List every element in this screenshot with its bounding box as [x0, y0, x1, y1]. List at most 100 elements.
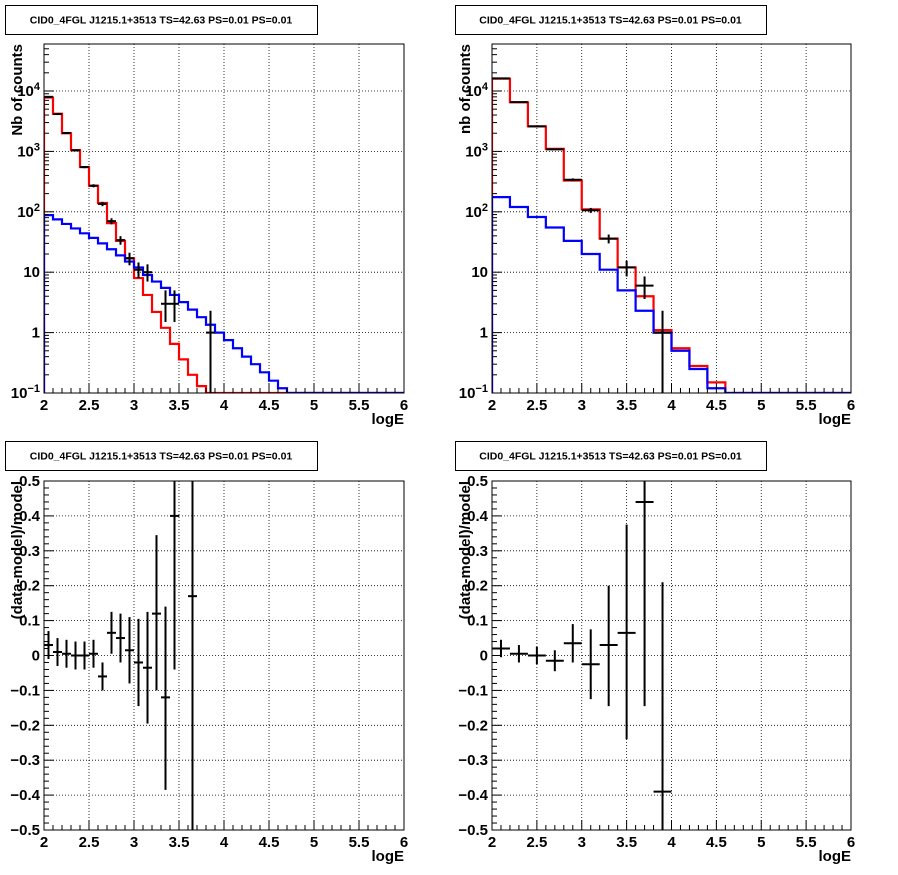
y-tick-label: 0.3 — [19, 543, 40, 560]
plot-area — [492, 481, 672, 830]
y-tick-label: 0.2 — [467, 578, 488, 595]
x-tick-label: 2 — [40, 834, 48, 851]
x-tick-label: 4 — [667, 834, 676, 851]
tick-marks — [491, 480, 852, 831]
data-point — [53, 113, 62, 116]
y-tick-label: 0.4 — [19, 508, 41, 525]
x-tick-label: 5 — [310, 834, 318, 851]
tick-marks — [43, 480, 405, 831]
chart-title: CID0_4FGL J1215.1+3513 TS=42.63 PS=0.01 … — [479, 451, 742, 463]
y-tick-label: 10 — [23, 264, 40, 281]
y-tick-label: 0.2 — [19, 578, 40, 595]
x-tick-label: 2.5 — [526, 397, 547, 414]
data-point — [617, 524, 636, 740]
data-point — [653, 582, 672, 830]
y-tick-label: 0.5 — [19, 473, 40, 490]
data-point — [581, 629, 600, 700]
title-box — [455, 5, 767, 35]
data-point — [53, 638, 62, 666]
data-point — [635, 276, 654, 299]
data-point — [80, 641, 89, 670]
y-tick-label: 1 — [480, 325, 488, 342]
data-point — [89, 184, 98, 188]
data-point — [545, 650, 564, 672]
x-axis-label: logE — [819, 411, 852, 428]
y-tick-label: 102 — [17, 202, 40, 221]
chart-panel-4: CID0_4FGL J1215.1+3513 TS=42.63 PS=0.01 … — [455, 441, 855, 865]
data-point — [152, 535, 161, 691]
y-tick-label: −0.3 — [458, 752, 488, 769]
y-tick-label: −0.1 — [10, 682, 40, 699]
x-tick-label: 5.5 — [349, 834, 370, 851]
data-point — [635, 481, 654, 707]
y-tick-label: 10−1 — [11, 383, 40, 402]
y-axis-label: nb of counts — [457, 44, 474, 134]
x-tick-label: 6 — [847, 397, 855, 414]
y-tick-label: −0.2 — [10, 717, 40, 734]
x-tick-label: 4 — [220, 397, 229, 414]
x-tick-label: 5 — [757, 397, 765, 414]
x-tick-label: 2.5 — [79, 834, 100, 851]
x-tick-label: 4.5 — [706, 397, 727, 414]
grid — [492, 44, 851, 393]
x-tick-label: 4 — [220, 834, 229, 851]
y-tick-label: −0.3 — [10, 752, 40, 769]
data-point — [563, 624, 582, 663]
data-point — [161, 606, 170, 790]
data-point — [527, 125, 546, 128]
y-tick-label: 103 — [465, 141, 488, 160]
y-tick-label: −0.4 — [458, 787, 488, 804]
x-tick-label: 5 — [310, 397, 318, 414]
chart-panel-1: CID0_4FGL J1215.1+3513 TS=42.63 PS=0.01 … — [5, 5, 408, 428]
title-box — [5, 5, 318, 35]
y-tick-label: 0.1 — [19, 613, 40, 630]
y-tick-label: 1 — [32, 325, 40, 342]
data-point — [206, 310, 215, 393]
x-tick-label: 4.5 — [706, 834, 727, 851]
plot-area — [492, 77, 851, 393]
chart-title: CID0_4FGL J1215.1+3513 TS=42.63 PS=0.01 … — [479, 15, 742, 27]
data-point — [62, 639, 71, 668]
data-point — [62, 131, 71, 134]
y-axis-label: (data-model)/model — [9, 481, 26, 619]
data-point — [170, 481, 179, 670]
x-tick-label: 2 — [40, 397, 48, 414]
data-point — [107, 218, 116, 225]
x-tick-label: 6 — [400, 834, 408, 851]
x-tick-label: 6 — [847, 834, 855, 851]
data-point — [116, 613, 125, 663]
y-tick-label: −0.2 — [458, 717, 488, 734]
title-box — [455, 441, 767, 471]
x-tick-label: 3.5 — [169, 397, 190, 414]
x-tick-label: 3.5 — [169, 834, 190, 851]
data-point — [527, 646, 546, 665]
data-point — [125, 617, 134, 684]
y-tick-label: 10 — [471, 264, 488, 281]
x-axis-label: logE — [372, 411, 405, 428]
grid — [44, 481, 404, 830]
data-point — [509, 101, 528, 104]
y-tick-label: 104 — [17, 81, 41, 100]
chart-panel-2: CID0_4FGL J1215.1+3513 TS=42.63 PS=0.01 … — [455, 5, 855, 428]
chart-panel-3: CID0_4FGL J1215.1+3513 TS=42.63 PS=0.01 … — [5, 441, 408, 865]
x-tick-label: 5 — [757, 834, 765, 851]
x-axis-label: logE — [372, 848, 405, 865]
y-tick-label: 0.3 — [467, 543, 488, 560]
data-point — [143, 611, 152, 724]
data-point — [89, 639, 98, 668]
x-tick-label: 4 — [667, 397, 676, 414]
data-point — [509, 645, 528, 663]
x-tick-label: 6 — [400, 397, 408, 414]
data-point — [653, 310, 672, 393]
data-point — [71, 149, 80, 152]
y-tick-label: 0 — [480, 648, 488, 665]
y-tick-label: −0.1 — [458, 682, 488, 699]
data-point — [98, 201, 107, 207]
plot-area — [44, 481, 197, 830]
data-point — [116, 236, 125, 245]
x-tick-label: 5.5 — [796, 397, 817, 414]
y-tick-label: 104 — [465, 81, 489, 100]
y-tick-label: 0 — [32, 648, 40, 665]
y-tick-label: 102 — [465, 202, 488, 221]
